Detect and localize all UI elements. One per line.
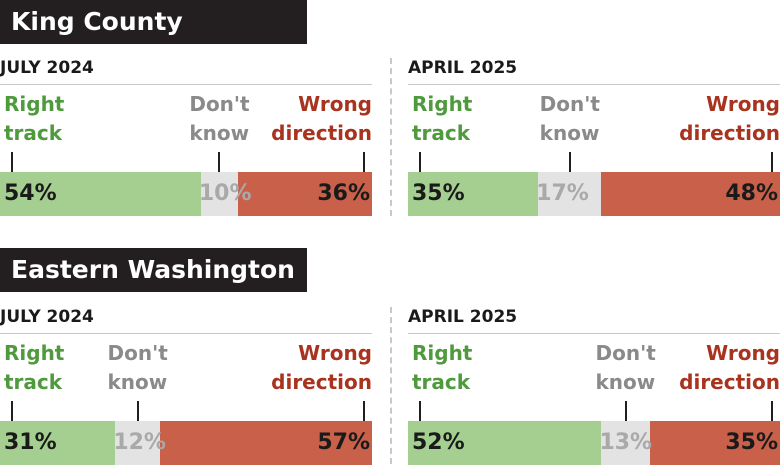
legend-label-wrong-direction: Wrong direction [271, 339, 372, 397]
data-label-dont-know: 13% [599, 430, 653, 455]
period-rule [0, 333, 372, 334]
legend-label-line: know [107, 370, 168, 394]
period-rule [408, 333, 780, 334]
data-label-wrong-direction: 36% [317, 181, 370, 206]
bar-segment-dont-know [601, 421, 650, 465]
region-header-eastern-washington: Eastern Washington [0, 248, 307, 292]
bar-segment-right-track [0, 421, 116, 465]
legend-label-wrong-direction: Wrong direction [271, 90, 372, 148]
data-label-dont-know: 10% [198, 181, 252, 206]
tick-right-track [11, 401, 13, 421]
legend-label-line: direction [679, 121, 780, 145]
legend-label-line: know [189, 121, 250, 145]
legend-label-line: Wrong [706, 341, 780, 365]
tick-wrong-direction [771, 401, 773, 421]
bar-segment-dont-know [200, 172, 239, 216]
legend-label-right-track: Right track [412, 90, 472, 148]
legend-label-line: Wrong [706, 92, 780, 116]
tick-right-track [11, 152, 13, 172]
legend-label-dont-know: Don't know [108, 339, 168, 397]
tick-right-track [419, 401, 421, 421]
legend-label-dont-know: Don't know [540, 90, 600, 148]
period-label: APRIL 2025 [408, 307, 518, 327]
data-label-wrong-direction: 57% [317, 430, 370, 455]
legend-label-right-track: Right track [4, 339, 64, 397]
legend-label-line: direction [271, 121, 372, 145]
data-label-right-track: 54% [4, 181, 57, 206]
legend-label-wrong-direction: Wrong direction [679, 90, 780, 148]
data-label-dont-know: 12% [113, 430, 166, 455]
data-label-right-track: 52% [412, 430, 465, 455]
tick-dont-know [624, 401, 627, 421]
period-label: JULY 2024 [0, 307, 94, 327]
legend-label-line: track [4, 121, 63, 145]
data-label-wrong-direction: 48% [725, 181, 778, 206]
data-label-dont-know: 17% [536, 181, 589, 206]
legend-label-right-track: Right track [412, 339, 472, 397]
bar-segment-wrong-direction [649, 421, 780, 465]
legend-label-line: Don't [189, 92, 250, 116]
stacked-bar: 54% 10% 36% [0, 172, 372, 216]
legend-label-line: Don't [107, 341, 168, 365]
bar-segment-wrong-direction [238, 172, 372, 216]
legend-label-line: Right [4, 341, 65, 365]
period-rule [408, 84, 780, 85]
tick-dont-know [136, 401, 139, 421]
tick-dont-know [218, 152, 221, 172]
tick-wrong-direction [363, 401, 365, 421]
legend-label-right-track: Right track [4, 90, 64, 148]
bar-segment-right-track [0, 172, 201, 216]
panel-king-county-july-2024: JULY 2024 Right track Don't know Wrong d… [0, 58, 372, 218]
legend-label-line: track [4, 370, 63, 394]
period-rule [0, 84, 372, 85]
panel-divider-top [390, 58, 392, 216]
region-header-king-county: King County [0, 0, 307, 44]
stacked-bar: 31% 12% 57% [0, 421, 372, 465]
legend-label-line: Right [412, 341, 473, 365]
panel-eastern-washington-july-2024: JULY 2024 Right track Don't know Wrong d… [0, 307, 372, 467]
period-label: JULY 2024 [0, 58, 94, 78]
legend-label-line: Don't [595, 341, 656, 365]
data-label-right-track: 35% [412, 181, 465, 206]
tick-right-track [419, 152, 421, 172]
bar-segment-right-track [408, 421, 602, 465]
stacked-bar: 52% 13% 35% [408, 421, 780, 465]
legend-label-line: Right [4, 92, 65, 116]
bar-segment-dont-know [115, 421, 160, 465]
tick-wrong-direction [363, 152, 365, 172]
legend-label-line: direction [679, 370, 780, 394]
legend-label-line: Wrong [298, 341, 372, 365]
data-label-right-track: 31% [4, 430, 57, 455]
tick-wrong-direction [771, 152, 773, 172]
legend-label-wrong-direction: Wrong direction [679, 339, 780, 397]
legend-label-line: know [539, 121, 600, 145]
legend-label-line: Don't [539, 92, 600, 116]
legend-label-line: direction [271, 370, 372, 394]
data-label-wrong-direction: 35% [725, 430, 778, 455]
tick-dont-know [568, 152, 571, 172]
period-label: APRIL 2025 [408, 58, 518, 78]
panel-king-county-april-2025: APRIL 2025 Right track Don't know Wrong … [408, 58, 780, 218]
panel-divider-bottom [390, 307, 392, 464]
bar-segment-wrong-direction [601, 172, 780, 216]
panel-eastern-washington-april-2025: APRIL 2025 Right track Don't know Wrong … [408, 307, 780, 467]
bar-segment-right-track [408, 172, 539, 216]
legend-label-dont-know: Don't know [189, 90, 249, 148]
bar-segment-wrong-direction [159, 421, 372, 465]
legend-label-line: track [412, 121, 471, 145]
legend-label-dont-know: Don't know [595, 339, 655, 397]
legend-label-line: know [595, 370, 656, 394]
legend-label-line: track [412, 370, 471, 394]
bar-segment-dont-know [538, 172, 602, 216]
legend-label-line: Right [412, 92, 473, 116]
stacked-bar: 35% 17% 48% [408, 172, 780, 216]
legend-label-line: Wrong [298, 92, 372, 116]
